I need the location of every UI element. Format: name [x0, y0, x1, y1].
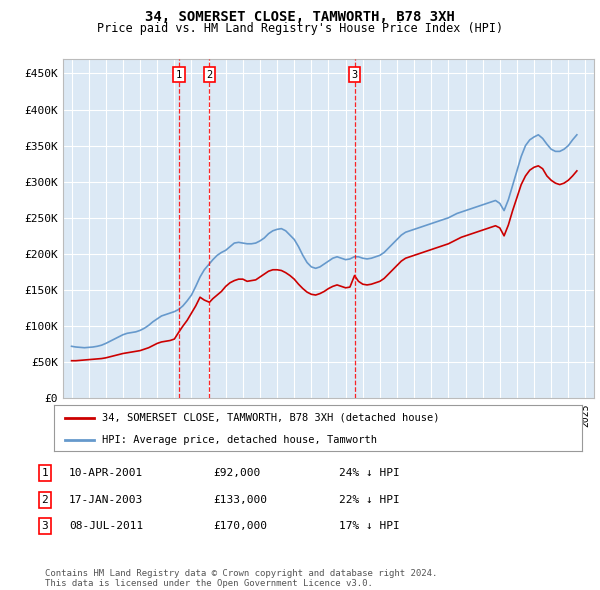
Text: Contains HM Land Registry data © Crown copyright and database right 2024.
This d: Contains HM Land Registry data © Crown c… — [45, 569, 437, 588]
Text: 17-JAN-2003: 17-JAN-2003 — [69, 495, 143, 504]
Text: 10-APR-2001: 10-APR-2001 — [69, 468, 143, 478]
Text: £92,000: £92,000 — [213, 468, 260, 478]
Text: Price paid vs. HM Land Registry's House Price Index (HPI): Price paid vs. HM Land Registry's House … — [97, 22, 503, 35]
Text: 2: 2 — [206, 70, 212, 80]
Text: 34, SOMERSET CLOSE, TAMWORTH, B78 3XH: 34, SOMERSET CLOSE, TAMWORTH, B78 3XH — [145, 10, 455, 24]
Text: £133,000: £133,000 — [213, 495, 267, 504]
Text: 34, SOMERSET CLOSE, TAMWORTH, B78 3XH (detached house): 34, SOMERSET CLOSE, TAMWORTH, B78 3XH (d… — [101, 413, 439, 423]
Text: 3: 3 — [41, 522, 49, 531]
Text: HPI: Average price, detached house, Tamworth: HPI: Average price, detached house, Tamw… — [101, 435, 377, 445]
Text: 08-JUL-2011: 08-JUL-2011 — [69, 522, 143, 531]
Text: 2: 2 — [41, 495, 49, 504]
Text: 3: 3 — [352, 70, 358, 80]
Text: £170,000: £170,000 — [213, 522, 267, 531]
Text: 1: 1 — [176, 70, 182, 80]
Text: 17% ↓ HPI: 17% ↓ HPI — [339, 522, 400, 531]
Text: 1: 1 — [41, 468, 49, 478]
Text: 24% ↓ HPI: 24% ↓ HPI — [339, 468, 400, 478]
Text: 22% ↓ HPI: 22% ↓ HPI — [339, 495, 400, 504]
